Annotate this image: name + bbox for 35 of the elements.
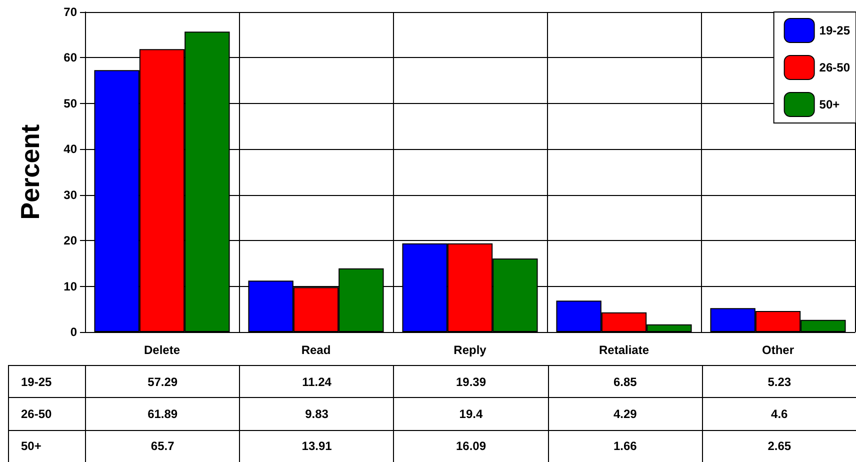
text: 19-25 bbox=[21, 374, 52, 389]
data-label: 9.83 bbox=[239, 397, 394, 430]
legend-label: 50+ bbox=[819, 98, 840, 112]
y-tick-label: 0 bbox=[70, 325, 78, 339]
y-tick-label: 40 bbox=[64, 142, 78, 156]
data-label: 4.29 bbox=[548, 397, 702, 430]
legend-label: 26-50 bbox=[819, 60, 850, 74]
x-tick-label: Reply bbox=[454, 343, 487, 357]
data-label: 19.4 bbox=[393, 397, 548, 430]
x-tick-label: Retaliate bbox=[598, 343, 650, 357]
data-label: 57.29 bbox=[85, 365, 240, 398]
data-label: 6.85 bbox=[548, 365, 702, 398]
data-label: 4.6 bbox=[702, 397, 856, 430]
data-label: 61.89 bbox=[85, 397, 240, 430]
y-axis-title: Percent bbox=[15, 124, 45, 220]
y-tick-label: 50 bbox=[64, 96, 78, 110]
data-label: 65.7 bbox=[85, 430, 240, 462]
text: 26-50 bbox=[21, 406, 52, 421]
data-label: 2.65 bbox=[702, 430, 856, 462]
y-tick-label: 10 bbox=[64, 279, 78, 294]
data-label: 1.66 bbox=[548, 430, 702, 462]
data-label: 13.91 bbox=[239, 430, 394, 462]
y-tick-label: 30 bbox=[64, 188, 78, 202]
y-tick-label: 60 bbox=[64, 50, 78, 65]
data-label: 16.09 bbox=[393, 430, 548, 462]
x-tick-label: Read bbox=[301, 343, 331, 357]
y-tick-label: 70 bbox=[64, 5, 78, 19]
x-tick-label: Other bbox=[762, 343, 794, 357]
data-label: 19.39 bbox=[393, 365, 548, 398]
data-label: 11.24 bbox=[239, 365, 394, 398]
text: 50+ bbox=[21, 439, 42, 454]
data-label: 5.23 bbox=[702, 365, 856, 398]
y-tick-label: 20 bbox=[64, 234, 78, 248]
x-tick-label: Delete bbox=[144, 343, 180, 357]
legend-label: 19-25 bbox=[819, 24, 850, 38]
